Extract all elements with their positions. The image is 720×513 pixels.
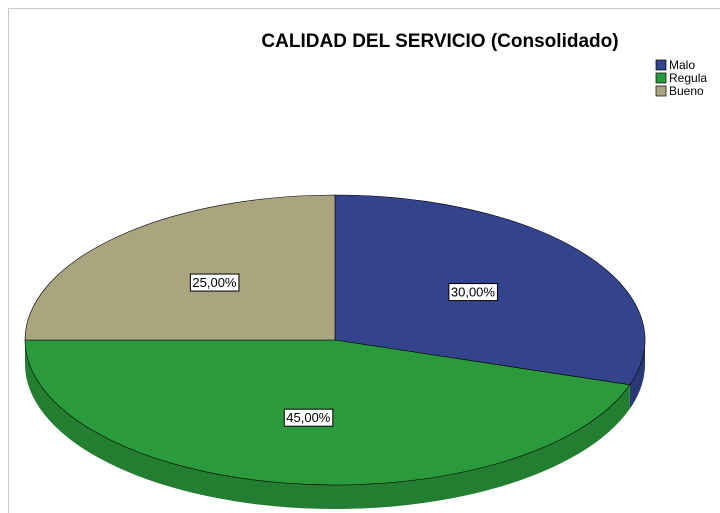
data-label-group: 25,00%	[189, 273, 240, 292]
data-label-box	[189, 273, 240, 292]
legend-swatch	[655, 72, 667, 84]
legend-label: Malo	[669, 58, 695, 72]
legend-label: Regula	[669, 71, 707, 85]
data-label: 25,00%	[192, 275, 237, 290]
data-label-box	[283, 408, 334, 427]
slice	[24, 194, 336, 341]
data-label: 30,00%	[451, 285, 496, 300]
data-label: 45,00%	[286, 410, 331, 425]
data-label-group: 30,00%	[448, 283, 498, 302]
slice-side	[25, 340, 630, 509]
legend-label: Bueno	[669, 84, 704, 98]
legend-swatch	[655, 59, 667, 71]
data-label-box	[448, 283, 498, 302]
data-label-group: 45,00%	[283, 408, 334, 427]
slice-side	[629, 340, 645, 409]
legend-swatch	[655, 85, 667, 97]
chart-title: CALIDAD DEL SERVICIO (Consolidado)	[261, 31, 618, 52]
